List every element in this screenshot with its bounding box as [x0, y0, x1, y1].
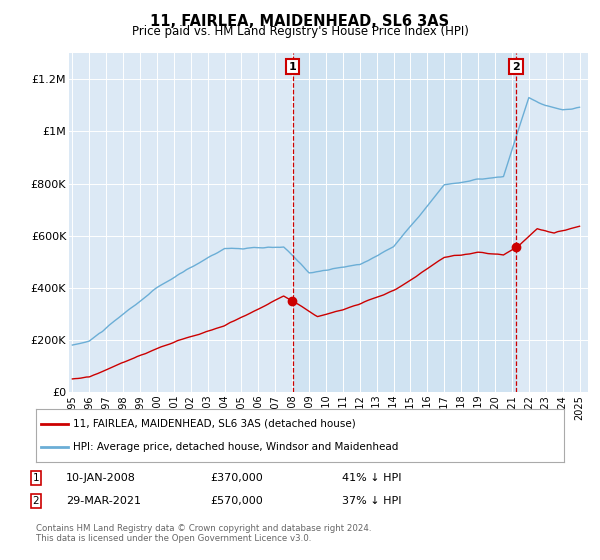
Text: 41% ↓ HPI: 41% ↓ HPI [342, 473, 401, 483]
Text: Contains HM Land Registry data © Crown copyright and database right 2024.
This d: Contains HM Land Registry data © Crown c… [36, 524, 371, 543]
Text: 11, FAIRLEA, MAIDENHEAD, SL6 3AS: 11, FAIRLEA, MAIDENHEAD, SL6 3AS [151, 14, 449, 29]
Text: 1: 1 [289, 62, 296, 72]
Text: 1: 1 [32, 473, 40, 483]
Text: 2: 2 [512, 62, 520, 72]
Text: £370,000: £370,000 [210, 473, 263, 483]
Text: 10-JAN-2008: 10-JAN-2008 [66, 473, 136, 483]
Text: 11, FAIRLEA, MAIDENHEAD, SL6 3AS (detached house): 11, FAIRLEA, MAIDENHEAD, SL6 3AS (detach… [73, 419, 356, 429]
Text: 2: 2 [32, 496, 40, 506]
Text: 29-MAR-2021: 29-MAR-2021 [66, 496, 141, 506]
Text: Price paid vs. HM Land Registry's House Price Index (HPI): Price paid vs. HM Land Registry's House … [131, 25, 469, 38]
Bar [293, 53, 516, 392]
Text: HPI: Average price, detached house, Windsor and Maidenhead: HPI: Average price, detached house, Wind… [73, 442, 398, 452]
Text: £570,000: £570,000 [210, 496, 263, 506]
Text: 37% ↓ HPI: 37% ↓ HPI [342, 496, 401, 506]
